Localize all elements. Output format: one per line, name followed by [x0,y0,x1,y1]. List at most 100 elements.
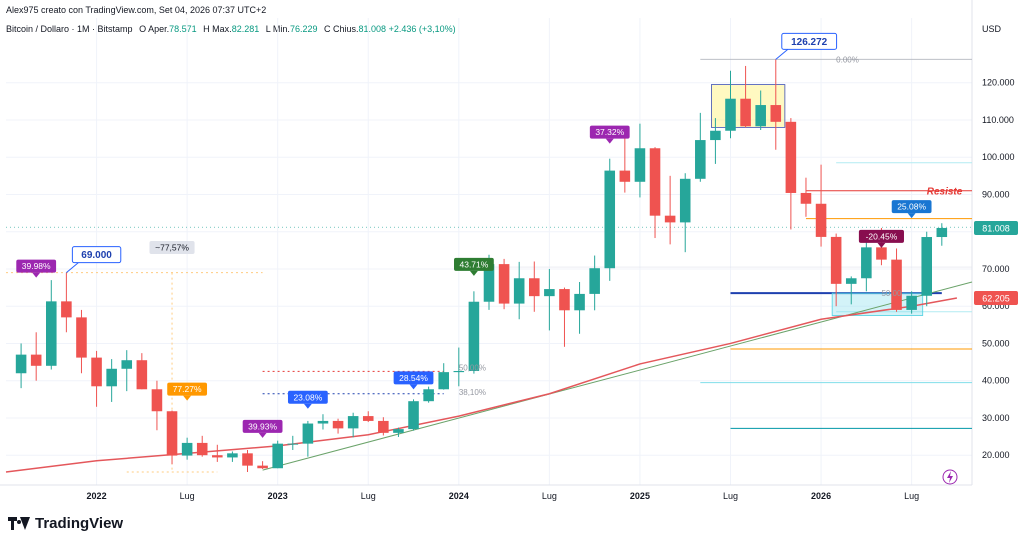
candle-body [136,360,148,390]
candle-body [664,215,676,223]
candle-body [453,371,465,373]
callout-leader [775,48,789,60]
axis-price-box [974,290,1018,305]
candle-body [106,368,117,387]
y-tick-label: 60.000 [982,301,1010,311]
candle-body [393,429,404,433]
candle [378,417,389,436]
percent-label-box [149,241,195,255]
axis-price-label: 62.205 [982,293,1010,303]
y-tick-label: 90.000 [982,189,1010,199]
candle-body [710,130,721,141]
candle-body [362,416,374,421]
author-line: Alex975 creato con TradingView.com, Set … [6,5,267,15]
percent-label: ~77,57% [155,243,189,253]
candle [513,261,525,320]
candle [302,420,314,457]
high-text: Max. [212,24,232,34]
candle-body [559,289,570,311]
candle-body [498,264,510,304]
candle-body [212,455,223,458]
candle-body [740,98,751,127]
brand-logo: TradingView [8,515,123,532]
candle-body [408,401,419,430]
percent-label-pointer [877,242,886,248]
candle-body [619,170,631,182]
trendline [262,281,973,471]
callout-leader [66,262,79,274]
fib-level-label: 50,00 [881,289,902,298]
close-label: C [323,24,331,34]
percent-label-box [589,125,630,139]
candle-body [861,247,872,279]
candle [393,427,404,437]
candle [181,437,193,460]
candle [76,309,87,374]
candle-body [166,411,178,456]
candle [347,412,359,438]
candle [649,147,661,239]
y-tick-label: 40.000 [982,376,1010,386]
candle [408,399,419,431]
price-callout: 69.000 [81,250,112,261]
candle [755,90,766,131]
candle-body [196,442,208,456]
candle [800,177,812,217]
candle-body [574,293,585,311]
percent-label-box [891,200,932,214]
candle [845,276,857,305]
close-value: 81.008 [358,24,387,34]
candle [257,461,268,469]
candle-body [544,289,555,297]
candle [664,175,676,245]
percent-label: 39.93% [248,421,277,431]
candle-body [287,443,299,445]
tradingview-logo-icon [8,517,30,530]
candle [453,347,465,387]
percent-label-box [858,229,904,243]
candle [212,444,223,462]
candle [710,118,721,164]
candle [574,281,585,334]
candle [151,380,163,431]
candle [725,70,736,139]
candle [740,65,751,128]
percent-label-box [167,382,208,396]
percent-label-pointer [303,403,312,409]
candle-body [347,416,359,429]
brand-name: TradingView [35,515,124,532]
candle [589,255,600,311]
candle-body [528,278,540,297]
candle-body [785,121,797,193]
candle-body [604,170,616,269]
x-tick-label: Lug [361,491,376,501]
fib-level-label: 38,10% [459,388,486,397]
candle-body [891,259,902,310]
candle-body [151,389,163,412]
candle-body [921,237,933,296]
percent-label-pointer [469,270,478,276]
percent-label: 28.54% [399,373,428,383]
fib-level-label: 0.00% [836,55,859,64]
symbol-name: Bitcoin / Dollaro · 1M · Bitstamp [6,24,133,34]
candle [362,411,374,423]
candle [785,118,797,230]
y-tick-label: 100.000 [982,152,1015,162]
lightning-icon-bolt [947,471,953,483]
y-tick-label: 20.000 [982,450,1010,460]
candle-body [121,360,133,369]
percent-label: 37.32% [595,127,624,137]
percent-label-pointer [907,213,916,219]
candle [287,435,299,450]
annotation-text: Resiste [927,187,963,198]
candle-body [649,148,661,216]
lightning-icon [942,469,958,485]
candle [770,59,782,150]
candle-body [423,389,434,402]
candle [332,418,344,434]
candle-body [755,105,766,127]
percent-label-pointer [409,384,418,390]
candle-body [513,278,525,304]
candle-body [800,192,812,204]
